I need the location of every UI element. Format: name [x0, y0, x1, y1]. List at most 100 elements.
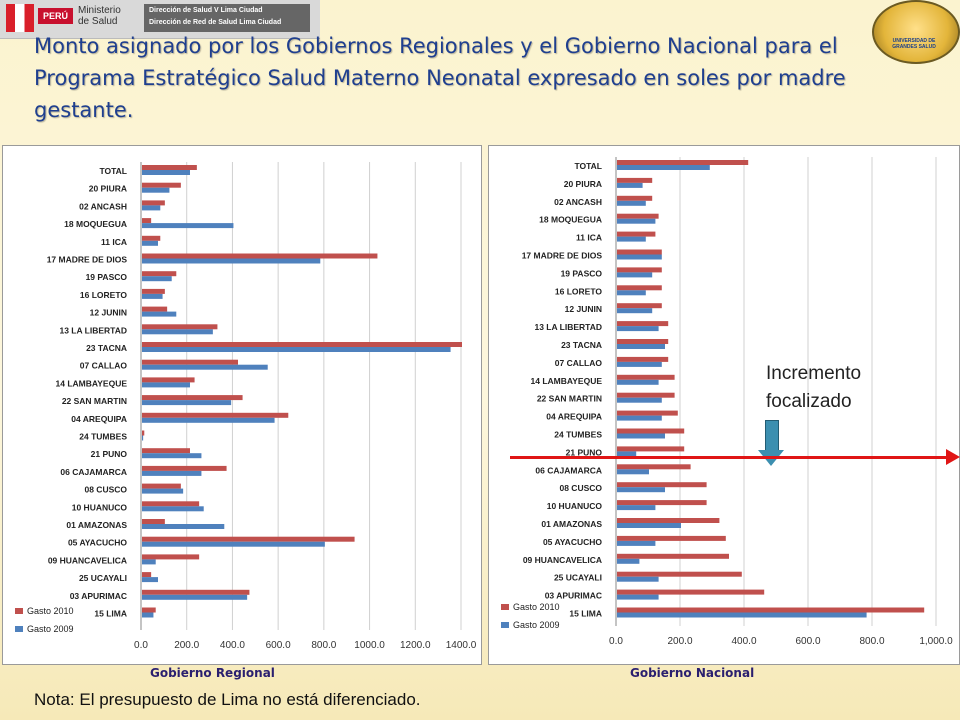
bar-gasto-2009: [142, 400, 232, 406]
x-tick-label: 200.0: [667, 636, 692, 647]
category-label: 23 TACNA: [86, 343, 127, 353]
legend-label: Gasto 2009: [513, 620, 560, 630]
category-label: 14 LAMBAYEQUE: [56, 378, 128, 388]
category-label: 07 CALLAO: [80, 361, 128, 371]
x-tick-label: 800.0: [859, 636, 884, 647]
bar-gasto-2009: [617, 469, 649, 475]
bar-gasto-2010: [617, 553, 729, 559]
bar-gasto-2009: [142, 594, 248, 600]
bar-gasto-2010: [142, 253, 378, 259]
legend-swatch: [501, 622, 509, 628]
legend-swatch: [15, 608, 23, 614]
legend-swatch: [501, 604, 509, 610]
ministry-line1: Ministerio: [78, 5, 121, 16]
category-label: 10 HUANUCO: [72, 502, 128, 512]
bar-gasto-2010: [142, 448, 190, 454]
bar-gasto-2009: [142, 559, 156, 565]
annotation-text: Incremento focalizado: [766, 360, 861, 416]
bar-gasto-2010: [142, 324, 218, 330]
legend-swatch: [15, 626, 23, 632]
bar-gasto-2009: [617, 290, 646, 296]
bar-gasto-2009: [142, 417, 275, 423]
chart-panel-regional: 0.0 200.0 400.0 600.0 800.0 1000.0 1200.0 1400.…: [2, 145, 482, 665]
chart-panel-nacional: 0.0200.0400.0600.0800.01,000.01,200.0TOT…: [488, 145, 960, 665]
bar-gasto-2010: [142, 306, 168, 312]
bar-gasto-2009: [142, 276, 172, 282]
category-label: 11 ICA: [101, 237, 127, 247]
ministry-line2: de Salud: [78, 16, 118, 27]
category-label: 02 ANCASH: [79, 201, 127, 211]
x-tick-label: 1200.0: [400, 640, 431, 651]
bar-gasto-2009: [617, 433, 665, 439]
university-badge-icon: UNIVERSIDAD DE GRANDES SALUD: [872, 0, 960, 64]
category-label: 13 LA LIBERTAD: [59, 325, 127, 335]
category-label: 06 CAJAMARCA: [535, 465, 602, 475]
category-label: 09 HUANCAVELICA: [523, 555, 602, 565]
category-label: 03 APURIMAC: [70, 591, 127, 601]
bar-gasto-2009: [142, 293, 163, 299]
bar-gasto-2009: [617, 612, 867, 618]
category-label: 15 LIMA: [569, 609, 602, 619]
x-tick-label: 400.0: [731, 636, 756, 647]
x-tick-label: 0.0: [609, 636, 623, 647]
bar-gasto-2009: [617, 308, 653, 314]
x-tick-label: 0.0: [134, 640, 148, 651]
bar-gasto-2009: [142, 205, 161, 211]
direction-line2: Dirección de Red de Salud Lima Ciudad: [149, 19, 282, 26]
x-tick-label: 1000.0: [354, 640, 385, 651]
category-label: 16 LORETO: [80, 290, 127, 300]
bar-gasto-2009: [142, 364, 268, 370]
bar-gasto-2009: [617, 487, 665, 493]
bar-gasto-2009: [617, 505, 656, 511]
bar-gasto-2010: [142, 554, 200, 560]
bar-gasto-2010: [617, 518, 720, 523]
bar-gasto-2010: [617, 195, 653, 201]
category-label: 24 TUMBES: [554, 430, 602, 440]
chart-regional: 0.0 200.0 400.0 600.0 800.0 1000.0 1200.0 1400.…: [15, 162, 477, 651]
bar-gasto-2009: [142, 453, 202, 459]
right-arrow-icon: [946, 449, 960, 465]
bar-gasto-2009: [142, 382, 190, 388]
bar-gasto-2009: [617, 361, 662, 367]
category-label: 23 TACNA: [561, 340, 602, 350]
bar-gasto-2010: [617, 535, 726, 541]
category-label: 21 PUNO: [91, 449, 128, 459]
category-label: 04 AREQUIPA: [546, 412, 602, 422]
bar-gasto-2010: [142, 536, 355, 542]
category-label: 06 CAJAMARCA: [60, 467, 127, 477]
bar-gasto-2010: [142, 519, 165, 524]
category-label: 20 PIURA: [564, 179, 602, 189]
bar-gasto-2010: [617, 285, 662, 291]
category-label: 12 JUNIN: [90, 308, 127, 318]
category-label: 22 SAN MARTIN: [537, 394, 602, 404]
bar-gasto-2009: [142, 187, 170, 193]
bar-gasto-2009: [617, 415, 662, 421]
category-label: 22 SAN MARTIN: [62, 396, 127, 406]
bar-gasto-2009: [617, 540, 656, 546]
direction-box: Dirección de Salud V Lima Ciudad Direcci…: [144, 4, 310, 32]
bar-gasto-2010: [617, 267, 662, 273]
category-label: 07 CALLAO: [555, 358, 603, 368]
category-label: 01 AMAZONAS: [66, 520, 127, 530]
header-logo-bar: PERÚ Ministerio de Salud Dirección de Sa…: [0, 0, 320, 39]
bar-gasto-2010: [142, 359, 238, 365]
bar-gasto-2010: [617, 356, 669, 362]
bar-gasto-2009: [617, 182, 643, 188]
bar-gasto-2010: [142, 395, 243, 401]
bar-gasto-2009: [142, 258, 321, 264]
annotation-line2: focalizado: [766, 391, 852, 412]
bar-gasto-2010: [142, 572, 152, 578]
category-label: 02 ANCASH: [554, 197, 602, 207]
bar-gasto-2010: [617, 500, 707, 506]
bar-gasto-2009: [142, 311, 177, 317]
x-tick-label: 600.0: [266, 640, 291, 651]
category-label: 05 AYACUCHO: [543, 537, 602, 547]
bar-gasto-2009: [142, 577, 158, 583]
category-label: 24 TUMBES: [79, 432, 127, 442]
bar-gasto-2010: [617, 339, 669, 344]
chart-title-nacional: Gobierno Nacional: [630, 666, 755, 680]
category-label: 09 HUANCAVELICA: [48, 555, 127, 565]
bar-gasto-2009: [617, 344, 665, 349]
bar-gasto-2009: [142, 470, 202, 476]
bar-gasto-2009: [617, 558, 640, 564]
